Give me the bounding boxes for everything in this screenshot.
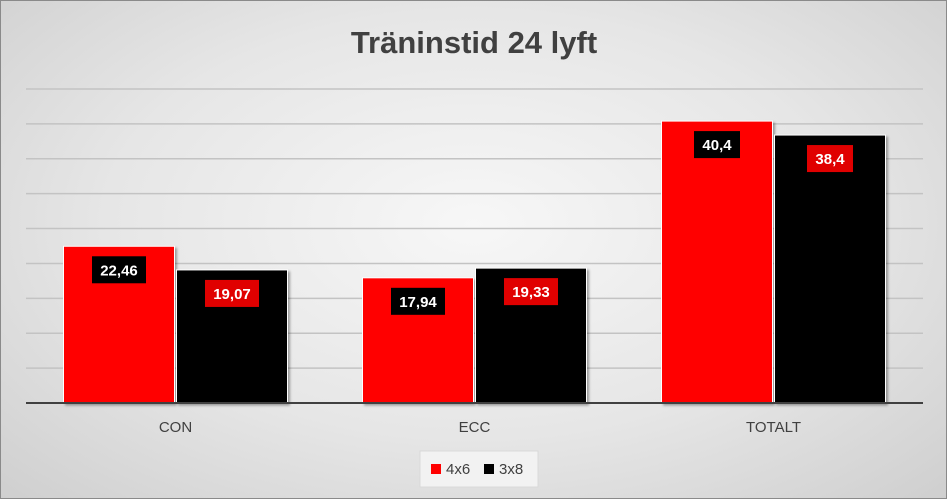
legend-label: 4x6 xyxy=(446,461,470,478)
bars xyxy=(63,120,886,404)
category-label: ECC xyxy=(459,419,491,436)
data-label-box xyxy=(92,256,146,284)
data-label: 38,4 xyxy=(815,151,845,168)
data-labels: 22,46 19,07 17,94 19,33 40,4 38,4 xyxy=(92,131,853,315)
category-label: CON xyxy=(159,419,192,436)
grid-lines xyxy=(26,88,923,369)
category-label: TOTALT xyxy=(746,419,801,436)
data-label-box xyxy=(694,131,740,159)
data-label: 19,33 xyxy=(512,284,550,301)
legend-swatch xyxy=(484,464,494,474)
legend: 4x6 3x8 xyxy=(419,450,539,488)
category-labels: CON ECC TOTALT xyxy=(159,419,801,436)
data-label: 19,07 xyxy=(213,286,251,303)
bar xyxy=(661,120,773,404)
data-label: 17,94 xyxy=(399,294,437,311)
data-label-box xyxy=(391,287,445,315)
chart-title: Träninstid 24 lyft xyxy=(351,25,597,60)
data-label: 40,4 xyxy=(702,137,732,154)
data-label-box xyxy=(205,279,259,307)
legend-label: 3x8 xyxy=(499,461,523,478)
legend-swatch xyxy=(431,464,441,474)
data-label: 22,46 xyxy=(100,262,138,279)
data-label-box xyxy=(807,145,853,173)
bar xyxy=(774,134,886,404)
data-label-box xyxy=(504,278,558,306)
